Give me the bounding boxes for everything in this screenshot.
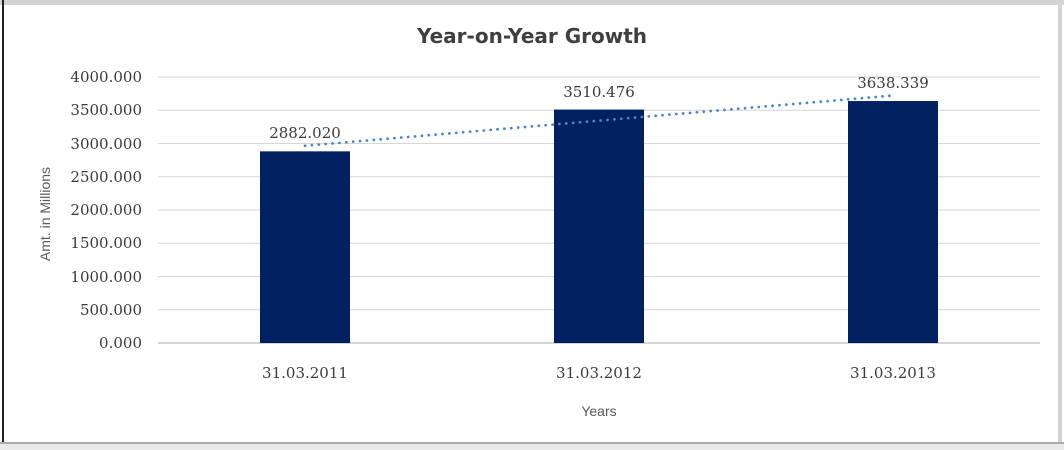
y-tick-label: 500.000	[79, 300, 142, 319]
frame-border-right	[1058, 0, 1062, 444]
x-tick-label: 31.03.2011	[262, 364, 348, 382]
bar-31.03.2012	[554, 109, 644, 343]
bar-value-label: 3638.339	[857, 74, 929, 93]
frame-border-bottom-pad	[0, 444, 1064, 450]
bar-31.03.2011	[260, 151, 350, 343]
x-tick-label: 31.03.2012	[556, 364, 642, 382]
y-tick-label: 3000.000	[70, 134, 142, 153]
y-tick-label: 4000.000	[70, 68, 142, 86]
y-tick-label: 1000.000	[70, 267, 142, 286]
y-tick-label: 1500.000	[70, 234, 142, 253]
y-tick-label: 0.000	[99, 334, 142, 352]
y-tick-label: 2500.000	[70, 167, 142, 186]
x-axis-title: Years	[581, 403, 617, 419]
bar-31.03.2013	[848, 101, 938, 344]
frame-border-top	[0, 0, 1064, 5]
y-tick-label: 3500.000	[70, 101, 142, 120]
x-tick-label: 31.03.2013	[850, 364, 936, 382]
y-tick-label: 2000.000	[70, 201, 142, 219]
frame-border-bottom	[0, 442, 1064, 444]
frame-border-left	[2, 0, 4, 442]
bar-value-label: 3510.476	[563, 82, 635, 101]
bar-value-label: 2882.020	[269, 124, 341, 143]
chart-title: Year-on-Year Growth	[416, 24, 648, 48]
